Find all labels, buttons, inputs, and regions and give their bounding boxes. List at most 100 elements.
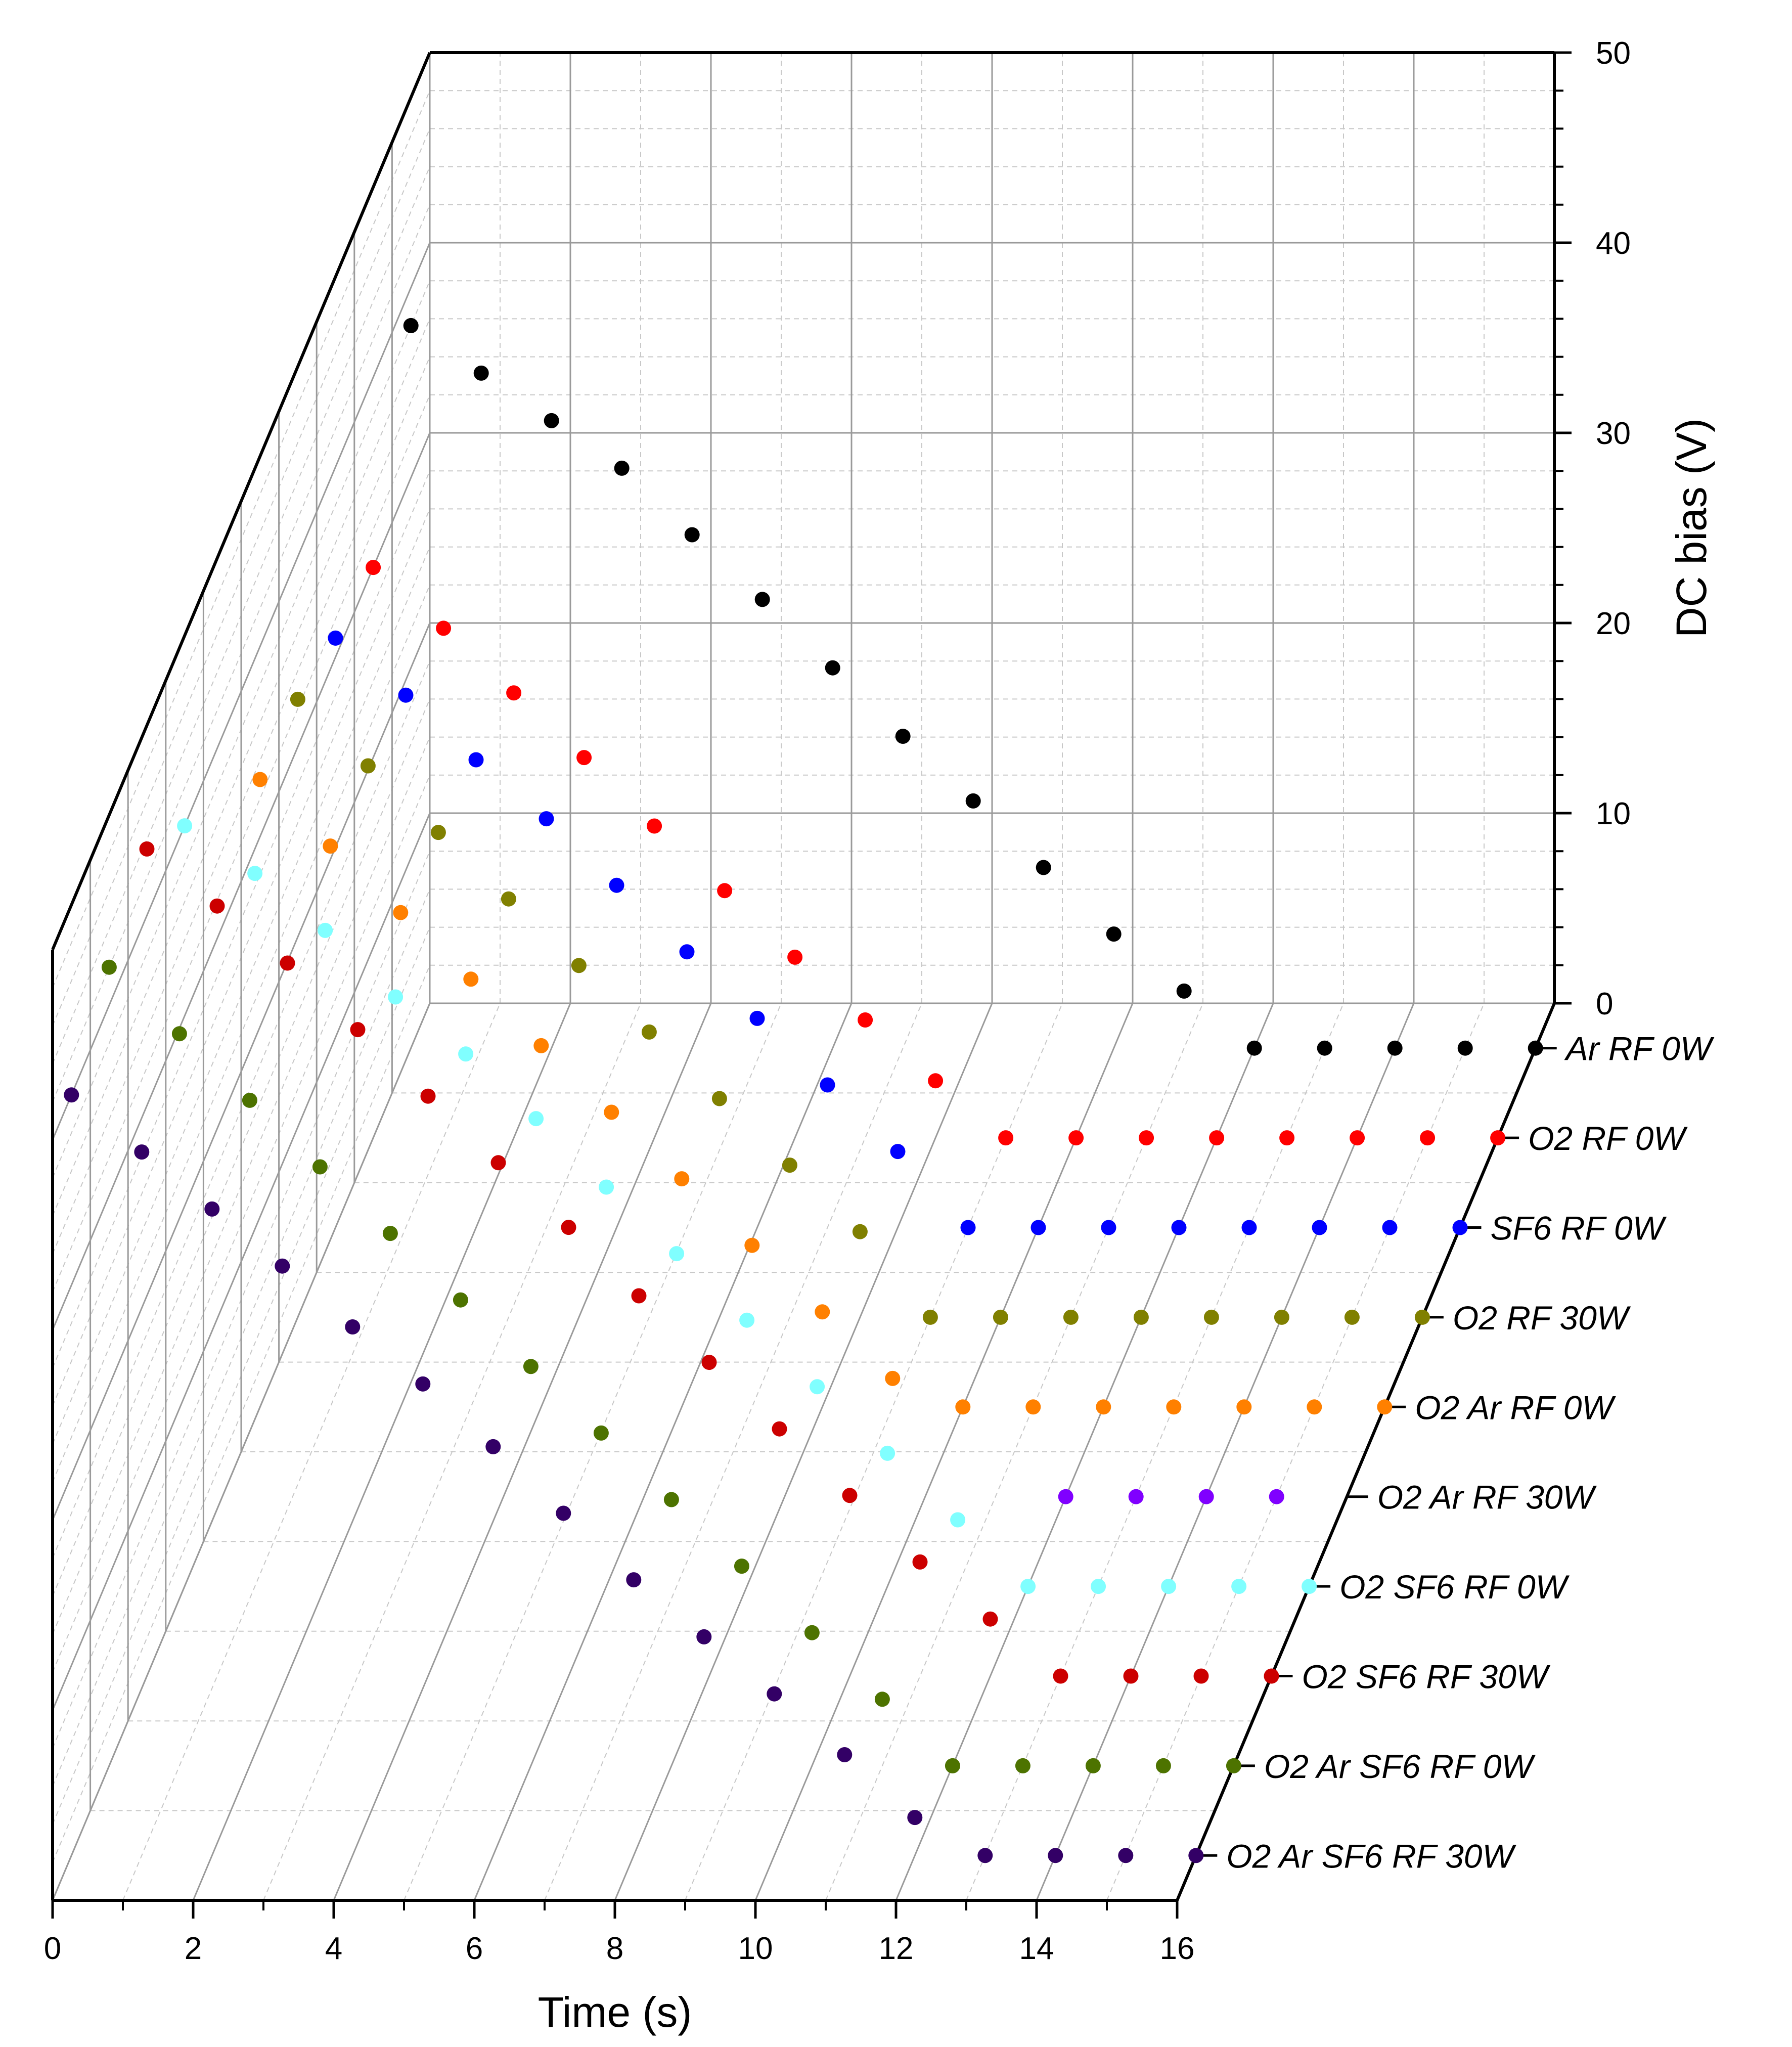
data-point xyxy=(837,1747,853,1763)
data-point xyxy=(318,922,333,938)
left-top-edge xyxy=(51,52,431,951)
data-point xyxy=(485,1439,501,1454)
x-tick-label: 8 xyxy=(606,1931,623,1966)
data-point xyxy=(1236,1399,1252,1415)
data-point xyxy=(820,1077,835,1093)
data-point xyxy=(1350,1130,1365,1146)
data-point xyxy=(501,891,516,907)
data-point xyxy=(539,811,554,827)
data-point xyxy=(614,460,630,476)
axis-labels: Time (s) DC bias (V) xyxy=(538,418,1715,2036)
series-points xyxy=(1058,1489,1284,1504)
data-point xyxy=(674,1171,690,1187)
data-point xyxy=(696,1629,712,1644)
data-point xyxy=(885,1370,901,1386)
data-point xyxy=(1528,1040,1543,1056)
series-points xyxy=(366,560,1506,1146)
data-point xyxy=(1171,1220,1187,1235)
data-point xyxy=(1053,1668,1068,1684)
grid-line xyxy=(825,1003,1203,1901)
data-point xyxy=(647,818,662,834)
data-point xyxy=(1020,1579,1036,1594)
left-wall-grid xyxy=(52,52,431,1901)
data-point xyxy=(252,772,268,787)
data-point xyxy=(328,630,343,646)
data-point xyxy=(1452,1220,1468,1235)
data-point xyxy=(604,1104,619,1120)
data-point xyxy=(403,318,419,333)
grid-line xyxy=(473,1003,853,1901)
data-point xyxy=(842,1488,858,1503)
data-point xyxy=(1246,1040,1262,1056)
data-point xyxy=(858,1012,873,1028)
data-point xyxy=(1048,1848,1063,1863)
data-point xyxy=(1414,1309,1430,1325)
data-point xyxy=(430,825,446,840)
data-point xyxy=(1188,1848,1204,1863)
data-point xyxy=(701,1355,717,1370)
grid-line xyxy=(333,1003,712,1901)
data-point xyxy=(922,1309,938,1325)
data-point xyxy=(345,1319,361,1335)
data-point xyxy=(599,1179,614,1195)
grid-line xyxy=(1036,1003,1415,1901)
x-tick-label: 6 xyxy=(466,1931,483,1966)
category-label: O2 Ar RF 30W xyxy=(1377,1479,1597,1516)
grid-line xyxy=(614,1003,993,1901)
grid-line xyxy=(895,1003,1274,1901)
data-point xyxy=(388,989,404,1005)
data-point xyxy=(641,1024,657,1040)
data-point xyxy=(1274,1309,1289,1325)
data-point xyxy=(1203,1309,1219,1325)
category-label: O2 Ar RF 0W xyxy=(1415,1389,1616,1426)
data-point xyxy=(134,1144,150,1160)
data-point xyxy=(1101,1220,1116,1235)
data-point xyxy=(1226,1758,1241,1773)
data-point xyxy=(1209,1130,1225,1146)
data-point xyxy=(1490,1130,1506,1146)
data-point xyxy=(1198,1489,1214,1504)
data-point xyxy=(684,527,700,543)
grid-line xyxy=(192,1003,571,1901)
data-point xyxy=(669,1246,685,1262)
z-tick-label: 20 xyxy=(1596,606,1631,641)
data-point xyxy=(1025,1399,1041,1415)
data-point xyxy=(382,1226,398,1241)
data-point xyxy=(1176,983,1192,999)
data-point xyxy=(290,691,305,707)
depth-axis-line xyxy=(1176,1002,1556,1901)
data-point xyxy=(880,1445,895,1461)
data-point xyxy=(1058,1489,1073,1504)
data-point xyxy=(1161,1579,1177,1594)
data-point xyxy=(982,1611,998,1627)
data-point xyxy=(533,1038,549,1053)
series-points xyxy=(252,772,1393,1415)
data-point xyxy=(631,1288,647,1304)
data-point xyxy=(528,1111,544,1127)
axis-ticks: 0 2 4 6 8 10 12 14 16 0 10 20 30 40 50 Ar RF 0W O2 RF 0W… xyxy=(44,36,1715,1966)
data-point xyxy=(1279,1130,1295,1146)
data-point xyxy=(468,752,484,768)
data-point xyxy=(767,1686,782,1702)
data-point xyxy=(1155,1758,1171,1773)
data-point xyxy=(787,949,803,965)
z-tick-label: 50 xyxy=(1596,36,1631,71)
data-point xyxy=(393,905,409,920)
data-point xyxy=(1231,1579,1247,1594)
z-tick-label: 0 xyxy=(1596,987,1613,1021)
category-label: O2 Ar SF6 RF 0W xyxy=(1264,1748,1536,1785)
grid-line xyxy=(263,1003,641,1901)
data-point xyxy=(1139,1130,1154,1146)
data-point xyxy=(912,1554,928,1570)
data-point xyxy=(1085,1758,1101,1773)
grid-line xyxy=(1106,1003,1485,1901)
x-tick-label: 10 xyxy=(738,1931,773,1966)
x-tick-label: 2 xyxy=(185,1931,202,1966)
data-point xyxy=(1096,1399,1111,1415)
data-point xyxy=(490,1155,506,1171)
data-point xyxy=(523,1359,539,1374)
data-point xyxy=(242,1092,257,1108)
data-point xyxy=(679,944,695,960)
grid-line xyxy=(404,1003,782,1901)
